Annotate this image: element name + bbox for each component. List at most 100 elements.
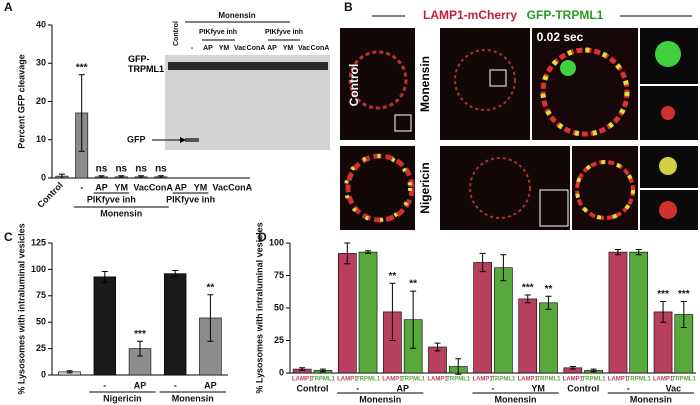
group-label: Nigericin [103, 393, 142, 403]
group-label: PIKfyve inh [87, 194, 136, 204]
bar-series-label: LAMP1 [608, 377, 629, 383]
group-label: Monensin [100, 208, 142, 218]
significance: ns [155, 163, 167, 174]
y-axis-label: % Lysosomes with intraluminal vesicles [16, 223, 26, 394]
bar-series-label: TRPML1 [311, 377, 336, 383]
x-tick-label: YM [531, 383, 545, 393]
error-bar [545, 295, 552, 310]
bar-series-label: LAMP1 [427, 377, 448, 383]
error-bar [660, 301, 667, 323]
significance: ns [96, 163, 108, 174]
bar-series-label: LAMP1 [337, 377, 358, 383]
y-tick-label: 75 [36, 290, 46, 300]
x-tick-label: ConA [228, 182, 252, 192]
y-tick-label: 0 [279, 367, 284, 377]
x-tick-label: - [174, 380, 177, 390]
y-tick-label: 125 [31, 237, 46, 247]
bar-series-label: LAMP1 [518, 377, 539, 383]
significance: ns [135, 163, 147, 174]
blot-lane-label: ConA [247, 45, 266, 52]
blot-lane-label: YM [219, 45, 230, 52]
panel-label: C [4, 230, 13, 244]
error-bar [118, 175, 125, 179]
image-title-red: LAMP1-mCherry [423, 8, 517, 22]
blot-lane-label: Vac [234, 45, 246, 52]
x-tick-label: Vac [666, 383, 682, 393]
y-tick-label: 100 [269, 237, 284, 247]
error-bar [614, 249, 621, 256]
blot-lane-label: Control [173, 21, 180, 46]
bar [518, 298, 538, 374]
y-axis-label: % Lysosomes with intraluminal vesicles [254, 222, 264, 393]
significance: *** [522, 283, 534, 294]
x-tick-label: AP [134, 380, 147, 390]
bar-series-label: LAMP1 [563, 377, 584, 383]
bar-series-label: LAMP1 [472, 377, 493, 383]
micrographs: LAMP1-mCherry GFP-TRPML1 Control Monensi… [340, 8, 698, 230]
bar [473, 262, 492, 374]
panel-label: A [4, 0, 13, 14]
error-bar [66, 370, 73, 374]
error-bar [299, 367, 306, 371]
x-tick-label: - [627, 383, 630, 393]
western-blot: Monensin PIKfyve inh PIKfyve inh GFP [127, 11, 330, 150]
y-axis-label: Percent GFP cleavage [16, 54, 26, 148]
y-tick-label: 20 [36, 96, 46, 106]
error-bar [590, 368, 597, 373]
blot-lane-label: AP [267, 45, 277, 52]
bar [608, 251, 628, 374]
error-bar [319, 368, 326, 373]
error-bar [172, 269, 179, 278]
significance: *** [76, 62, 88, 73]
band-label: GFP [127, 134, 146, 144]
y-tick-label: 30 [36, 58, 46, 68]
y-tick-label: 75 [274, 270, 284, 280]
error-bar [207, 294, 214, 342]
x-tick-label: AP [174, 182, 187, 192]
blot-treatment: Monensin [218, 11, 255, 20]
significance: ** [545, 284, 553, 295]
y-tick-label: 50 [36, 317, 46, 327]
error-bar [410, 290, 417, 349]
x-tick-label: - [492, 383, 495, 393]
error-bar [101, 271, 108, 283]
error-bar [365, 250, 372, 254]
error-bar [137, 340, 143, 357]
y-tick-label: 40 [36, 19, 46, 29]
blot-inhibitor: PIKfyve inh [199, 29, 237, 36]
significance: ns [115, 163, 127, 174]
bar [337, 253, 357, 374]
bar [539, 302, 558, 374]
x-tick-label: AP [95, 182, 108, 192]
x-tick-label: Control [297, 383, 329, 393]
error-bar [344, 242, 351, 265]
blot-lane-label: AP [203, 45, 213, 52]
significance: *** [657, 289, 669, 300]
error-bar [157, 175, 164, 179]
group-label: Monensin [630, 394, 672, 404]
blot-lane-label: ConA [311, 45, 330, 52]
x-tick-label: - [103, 380, 106, 390]
x-tick-label: Control [567, 383, 599, 393]
bar-series-label: TRPML1 [401, 377, 426, 383]
blot-lane-label: - [191, 45, 194, 52]
group-label: Monensin [359, 394, 401, 404]
bar-series-label: LAMP1 [653, 377, 674, 383]
significance: ** [207, 282, 215, 293]
bar [93, 276, 117, 376]
bar-series-label: TRPML1 [672, 377, 697, 383]
x-tick-label: Vac [133, 182, 149, 192]
error-bar [138, 175, 145, 179]
x-tick-label: - [356, 383, 359, 393]
bar-series-label: LAMP1 [382, 377, 403, 383]
error-bar [524, 294, 531, 304]
bar-series-label: TRPML1 [446, 377, 471, 383]
image-row-label: Control [347, 64, 361, 107]
error-bar [635, 249, 642, 256]
significance: *** [678, 289, 690, 300]
error-bar [479, 252, 486, 273]
group-label: Monensin [495, 394, 537, 404]
bar [629, 251, 649, 374]
